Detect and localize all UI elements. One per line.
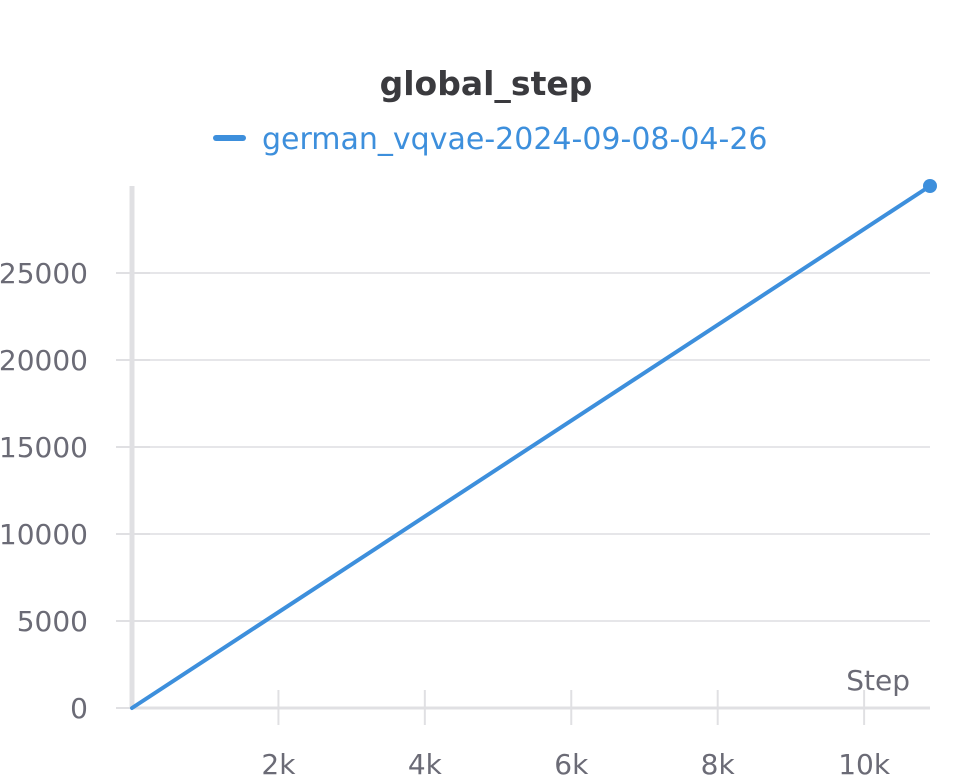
y-tick-label: 15000 bbox=[0, 431, 88, 464]
y-tick-label: 10000 bbox=[0, 518, 88, 551]
series-last-point bbox=[923, 179, 937, 193]
series-layer bbox=[130, 179, 937, 710]
series-line bbox=[130, 184, 932, 710]
y-tick-label: 20000 bbox=[0, 344, 88, 377]
x-tick-label: 6k bbox=[554, 748, 589, 781]
y-tick-label: 0 bbox=[70, 692, 88, 725]
x-ticks: 2k 4k 6k 8k 10k bbox=[261, 690, 891, 781]
x-tick-label: 8k bbox=[701, 748, 736, 781]
x-axis-label: Step bbox=[846, 664, 910, 697]
legend: german_vqvae-2024-09-08-04-26 bbox=[213, 122, 768, 157]
x-tick-label: 2k bbox=[261, 748, 296, 781]
legend-label: german_vqvae-2024-09-08-04-26 bbox=[262, 122, 768, 157]
y-tick-label: 25000 bbox=[0, 257, 88, 290]
y-tick-label: 5000 bbox=[17, 605, 88, 638]
x-tick-label: 4k bbox=[408, 748, 443, 781]
x-tick-label: 10k bbox=[838, 748, 891, 781]
y-ticks: 0 5000 10000 15000 20000 25000 bbox=[0, 257, 150, 725]
chart-title: global_step bbox=[380, 64, 593, 103]
